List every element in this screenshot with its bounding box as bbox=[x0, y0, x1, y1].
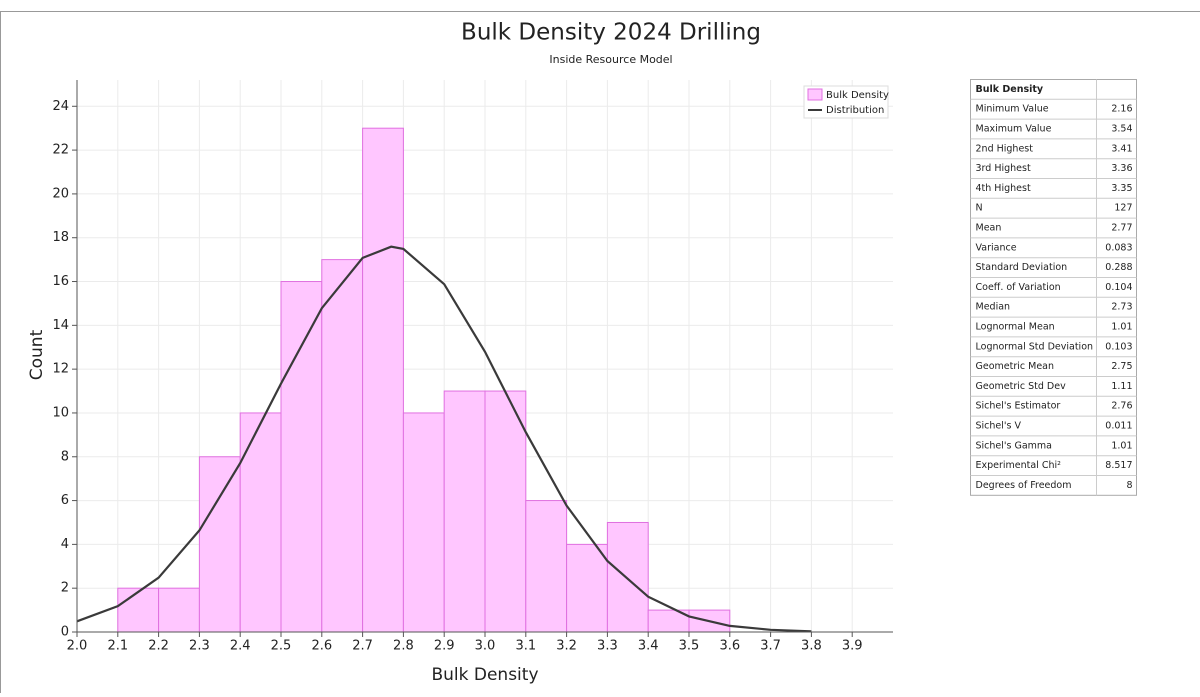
y-tick-label: 4 bbox=[61, 537, 69, 552]
stats-table: Bulk Density Minimum Value 2.16 Maximum Val… bbox=[970, 79, 1137, 496]
table-label: Lognormal Std Deviation bbox=[976, 341, 1094, 352]
x-tick-label: 3.2 bbox=[556, 639, 577, 654]
table-label: Mean bbox=[976, 223, 1002, 234]
distribution-curve bbox=[76, 245, 812, 633]
x-tick-label: 2.2 bbox=[148, 639, 169, 654]
x-tick-label: 3.4 bbox=[638, 639, 659, 654]
table-header: Bulk Density bbox=[976, 84, 1044, 95]
table-label: Sichel's Estimator bbox=[976, 401, 1061, 412]
y-tick-label: 12 bbox=[52, 362, 69, 377]
bar bbox=[239, 412, 282, 633]
x-tick-label: 3.7 bbox=[760, 639, 781, 654]
table-label: Experimental Chi² bbox=[976, 460, 1062, 471]
table-value: 8.517 bbox=[1105, 460, 1132, 471]
y-axis-label: Count bbox=[27, 329, 47, 380]
table-label: Lognormal Mean bbox=[976, 322, 1055, 333]
table-value: 2.16 bbox=[1111, 104, 1132, 115]
table-label: Median bbox=[976, 302, 1011, 313]
table-value: 0.011 bbox=[1105, 421, 1132, 432]
bar bbox=[321, 259, 364, 633]
x-tick-label: 2.8 bbox=[393, 639, 414, 654]
table-label: N bbox=[976, 203, 983, 214]
bar bbox=[280, 281, 323, 633]
table-label: Variance bbox=[976, 242, 1017, 253]
table-label: Sichel's Gamma bbox=[976, 440, 1053, 451]
table-border bbox=[970, 79, 1137, 496]
x-tick-label: 2.9 bbox=[434, 639, 455, 654]
x-tick-label: 2.1 bbox=[107, 639, 128, 654]
table-value: 8 bbox=[1126, 480, 1132, 491]
bar bbox=[158, 587, 200, 633]
y-tick-label: 22 bbox=[52, 143, 69, 158]
table-value: 1.01 bbox=[1111, 440, 1132, 451]
table-label: 3rd Highest bbox=[976, 163, 1031, 174]
table-label: Geometric Std Dev bbox=[976, 381, 1067, 392]
bar bbox=[402, 412, 445, 633]
legend-label: Distribution bbox=[826, 105, 884, 116]
bar bbox=[525, 500, 568, 633]
table-value: 2.73 bbox=[1111, 302, 1132, 313]
bar bbox=[566, 543, 608, 633]
table-label: Degrees of Freedom bbox=[976, 480, 1072, 491]
x-tick-label: 2.0 bbox=[67, 639, 88, 654]
table-label: Minimum Value bbox=[976, 104, 1049, 115]
x-tick-label: 3.1 bbox=[515, 639, 536, 654]
x-tick-label: 3.9 bbox=[842, 639, 863, 654]
table-label: Maximum Value bbox=[976, 124, 1052, 135]
x-tick-label: 2.3 bbox=[189, 639, 210, 654]
x-tick-label: 3.3 bbox=[597, 639, 618, 654]
x-tick-label: 2.5 bbox=[271, 639, 292, 654]
table-label: Sichel's V bbox=[976, 421, 1022, 432]
x-tick-label: 2.4 bbox=[230, 639, 251, 654]
chart-title: Bulk Density 2024 Drilling bbox=[461, 20, 761, 46]
y-tick-label: 14 bbox=[52, 318, 69, 333]
chart-subtitle: Inside Resource Model bbox=[549, 53, 672, 66]
table-value: 0.103 bbox=[1105, 341, 1132, 352]
table-value: 1.01 bbox=[1111, 322, 1132, 333]
table-label: 2nd Highest bbox=[976, 143, 1034, 154]
y-tick-label: 18 bbox=[52, 230, 69, 245]
x-tick-label: 3.0 bbox=[475, 639, 496, 654]
x-tick-label: 3.6 bbox=[719, 639, 740, 654]
bar bbox=[117, 587, 160, 633]
x-tick-label: 2.7 bbox=[352, 639, 373, 654]
x-tick-label: 3.5 bbox=[679, 639, 700, 654]
y-tick-label: 10 bbox=[52, 405, 69, 420]
y-tick-label: 16 bbox=[52, 274, 69, 289]
x-axis-label: Bulk Density bbox=[431, 665, 538, 685]
bar bbox=[606, 521, 649, 633]
y-tick-label: 2 bbox=[61, 581, 69, 596]
table-value: 0.104 bbox=[1105, 282, 1132, 293]
y-tick-label: 20 bbox=[52, 186, 69, 201]
y-tick-label: 8 bbox=[61, 449, 69, 464]
bar bbox=[362, 127, 404, 633]
table-value: 3.35 bbox=[1111, 183, 1132, 194]
table-value: 0.083 bbox=[1105, 242, 1132, 253]
table-value: 1.11 bbox=[1111, 381, 1132, 392]
table-value: 3.36 bbox=[1111, 163, 1132, 174]
y-tick-label: 0 bbox=[61, 625, 69, 640]
legend-swatch bbox=[807, 88, 823, 101]
table-value: 0.288 bbox=[1105, 262, 1132, 273]
table-label: Coeff. of Variation bbox=[976, 282, 1061, 293]
table-value: 3.54 bbox=[1111, 124, 1132, 135]
y-tick-label: 6 bbox=[61, 493, 69, 508]
bar bbox=[443, 390, 486, 633]
table-label: Geometric Mean bbox=[976, 361, 1055, 372]
table-value: 127 bbox=[1114, 203, 1132, 214]
table-label: Standard Deviation bbox=[976, 262, 1068, 273]
legend-label: Bulk Density bbox=[826, 90, 889, 101]
table-label: 4th Highest bbox=[976, 183, 1031, 194]
table-value: 3.41 bbox=[1111, 143, 1132, 154]
bar bbox=[484, 390, 527, 633]
x-tick-label: 3.8 bbox=[801, 639, 822, 654]
y-tick-label: 24 bbox=[52, 99, 69, 114]
table-value: 2.75 bbox=[1111, 361, 1132, 372]
bar bbox=[198, 456, 241, 633]
table-value: 2.76 bbox=[1111, 401, 1132, 412]
x-tick-label: 2.6 bbox=[311, 639, 332, 654]
table-value: 2.77 bbox=[1111, 223, 1132, 234]
